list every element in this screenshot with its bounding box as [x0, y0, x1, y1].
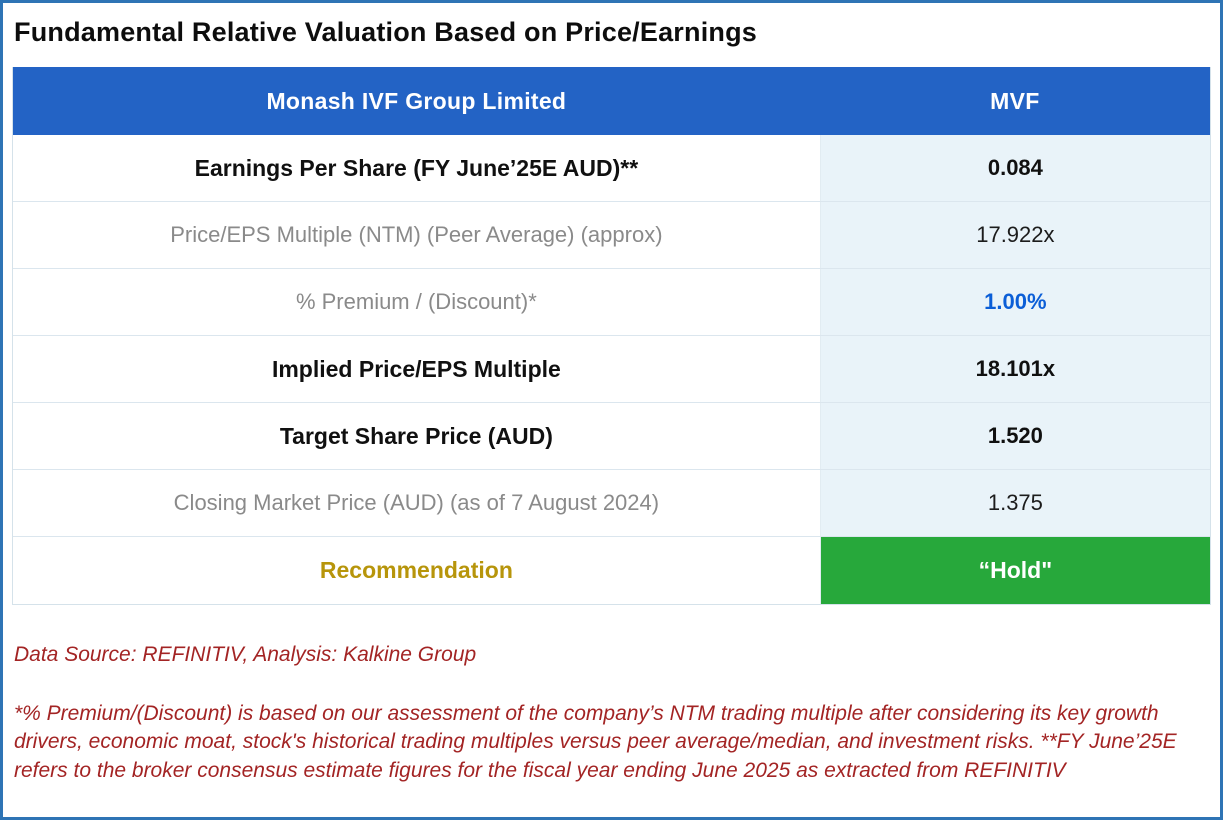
row-label: % Premium / (Discount)* [295, 289, 537, 314]
table-row-recommendation: Recommendation “Hold" [13, 537, 1210, 604]
row-label: Implied Price/EPS Multiple [271, 355, 561, 382]
valuation-table: Monash IVF Group Limited MVF Earnings Pe… [12, 67, 1211, 605]
row-label: Price/EPS Multiple (NTM) (Peer Average) … [170, 222, 663, 247]
row-label: Earnings Per Share (FY June’25E AUD)** [194, 154, 639, 181]
row-value: 0.084 [819, 135, 1210, 201]
recommendation-badge: “Hold" [819, 537, 1210, 604]
row-value: 1.00% [819, 269, 1210, 335]
table-row-peer-multiple: Price/EPS Multiple (NTM) (Peer Average) … [13, 202, 1210, 269]
ticker-header-cell: MVF [990, 87, 1040, 114]
table-row-target-price: Target Share Price (AUD) 1.520 [13, 403, 1210, 470]
row-label: Closing Market Price (AUD) (as of 7 Augu… [173, 490, 660, 515]
table-row-premium-discount: % Premium / (Discount)* 1.00% [13, 269, 1210, 336]
row-value: 18.101x [819, 336, 1210, 402]
row-label: Recommendation [319, 557, 513, 583]
row-value: 1.520 [819, 403, 1210, 469]
table-row-closing-price: Closing Market Price (AUD) (as of 7 Augu… [13, 470, 1210, 537]
data-source-line: Data Source: REFINITIV, Analysis: Kalkin… [14, 643, 477, 666]
footnote-text: *% Premium/(Discount) is based on our as… [14, 702, 1177, 782]
table-row-eps: Earnings Per Share (FY June’25E AUD)** 0… [13, 135, 1210, 202]
row-label: Target Share Price (AUD) [279, 422, 553, 449]
row-value: 17.922x [819, 202, 1210, 268]
page-title: Fundamental Relative Valuation Based on … [14, 17, 758, 47]
row-value: 1.375 [819, 470, 1210, 536]
table-row-implied-multiple: Implied Price/EPS Multiple 18.101x [13, 336, 1210, 403]
table-header-row: Monash IVF Group Limited MVF [13, 67, 1210, 135]
company-header-cell: Monash IVF Group Limited [266, 87, 567, 114]
page: Fundamental Relative Valuation Based on … [3, 3, 1220, 785]
